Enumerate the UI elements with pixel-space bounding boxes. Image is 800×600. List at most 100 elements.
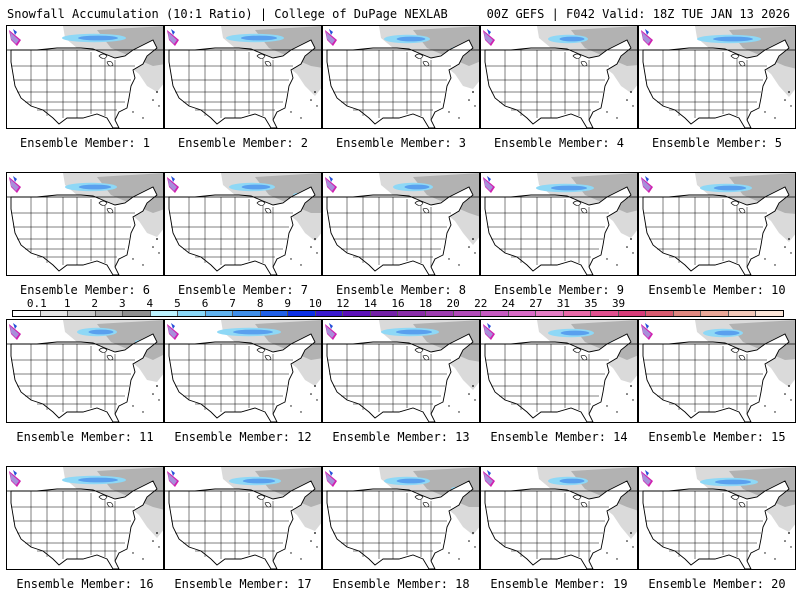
ensemble-member-label: Ensemble Member: 1 [19,136,151,150]
colorbar-cell [40,311,69,316]
north-america-map-svg [7,26,163,128]
snowfall-map [164,319,322,423]
colorbar-tick-label: 14 [363,297,378,310]
chart-title: Snowfall Accumulation (10:1 Ratio) | Col… [7,7,448,21]
ensemble-member-label: Ensemble Member: 16 [16,577,154,591]
colorbar-cell [646,311,674,316]
colorbar-cell [536,311,564,316]
snowfall-map [164,466,322,570]
snowfall-map [322,466,480,570]
north-america-map-svg [481,173,637,275]
colorbar-cell [673,311,702,316]
snowfall-map [480,466,638,570]
snowfall-map [164,172,322,276]
north-america-map-svg [323,173,479,275]
colorbar-cell [618,311,647,316]
colorbar-tick-label: 16 [391,297,405,310]
north-america-map-svg [481,467,637,569]
colorbar-cell [508,311,537,316]
north-america-map-svg [7,467,163,569]
colorbar-tick-label: 10 [308,297,322,310]
north-america-map-svg [323,467,479,569]
colorbar-tick-label: 22 [474,297,488,310]
snowfall-map [164,25,322,129]
snowfall-map [6,319,164,423]
colorbar-cell [370,311,399,316]
colorbar-tick-label: 2 [91,297,99,310]
snowfall-map [6,466,164,570]
colorbar-cell [398,311,426,316]
colorbar-tick-label: 35 [584,297,598,310]
ensemble-member-label: Ensemble Member: 19 [490,577,628,591]
north-america-map-svg [639,467,795,569]
north-america-map-svg [639,173,795,275]
ensemble-member-label: Ensemble Member: 4 [493,136,625,150]
north-america-map-svg [639,26,795,128]
north-america-map-svg [323,26,479,128]
ensemble-member-label: Ensemble Member: 14 [490,430,628,444]
north-america-map-svg [639,320,795,422]
ensemble-member-label: Ensemble Member: 3 [335,136,467,150]
snowfall-map [480,172,638,276]
north-america-map-svg [165,173,321,275]
colorbar-tick-label: 7 [229,297,236,310]
colorbar-strip [12,310,784,317]
colorbar-tick-label: 12 [336,297,350,310]
north-america-map-svg [7,320,163,422]
ensemble-member-label: Ensemble Member: 11 [16,430,154,444]
ensemble-member-label: Ensemble Member: 15 [648,430,786,444]
snowfall-map [6,25,164,129]
colorbar-cell [233,311,261,316]
ensemble-member-label: Ensemble Member: 7 [177,283,309,297]
colorbar-cell [563,311,592,316]
colorbar-cell [95,311,124,316]
colorbar-cell [288,311,316,316]
colorbar-cell [701,311,729,316]
colorbar-tick-label: 20 [446,297,460,310]
north-america-map-svg [165,467,321,569]
colorbar-cell [13,311,41,316]
ensemble-member-label: Ensemble Member: 2 [177,136,309,150]
colorbar-tick-label: 31 [556,297,571,310]
colorbar-cell [728,311,757,316]
colorbar-tick-label: 0.1 [26,297,47,310]
ensemble-member-label: Ensemble Member: 10 [648,283,786,297]
north-america-map-svg [481,26,637,128]
colorbar-tick-label: 39 [611,297,626,310]
snowfall-colorbar: 0.1 1 2 3 4 5 6 7 8 9 10 12 14 16 18 20 22 24 27 31 35 39 [12,298,784,318]
colorbar-cell [178,311,206,316]
ensemble-member-label: Ensemble Member: 5 [651,136,783,150]
snowfall-map [322,319,480,423]
colorbar-cell [343,311,371,316]
snowfall-map [638,25,796,129]
colorbar-cell [205,311,234,316]
colorbar-cell [591,311,619,316]
colorbar-cell [150,311,179,316]
colorbar-tick-label: 6 [201,297,209,310]
ensemble-member-label: Ensemble Member: 18 [332,577,470,591]
colorbar-tick-label: 5 [174,297,181,310]
colorbar-tick-label: 3 [118,297,126,310]
ensemble-member-label: Ensemble Member: 9 [493,283,625,297]
snowfall-map [638,319,796,423]
colorbar-tick-label: 18 [418,297,433,310]
ensemble-member-label: Ensemble Member: 20 [648,577,786,591]
north-america-map-svg [7,173,163,275]
snowfall-map [480,25,638,129]
colorbar-cell [453,311,482,316]
colorbar-cell [123,311,151,316]
north-america-map-svg [165,26,321,128]
ensemble-member-label: Ensemble Member: 13 [332,430,470,444]
colorbar-cell [756,311,783,316]
colorbar-tick-label: 1 [63,297,71,310]
snowfall-map [638,172,796,276]
run-valid-time: 00Z GEFS | F042 Valid: 18Z TUE JAN 13 20… [486,7,790,21]
colorbar-cell [315,311,344,316]
ensemble-member-label: Ensemble Member: 17 [174,577,312,591]
ensemble-member-label: Ensemble Member: 6 [19,283,151,297]
ensemble-member-label: Ensemble Member: 12 [174,430,312,444]
snowfall-map [638,466,796,570]
north-america-map-svg [165,320,321,422]
colorbar-cell [68,311,96,316]
snowfall-map [322,172,480,276]
